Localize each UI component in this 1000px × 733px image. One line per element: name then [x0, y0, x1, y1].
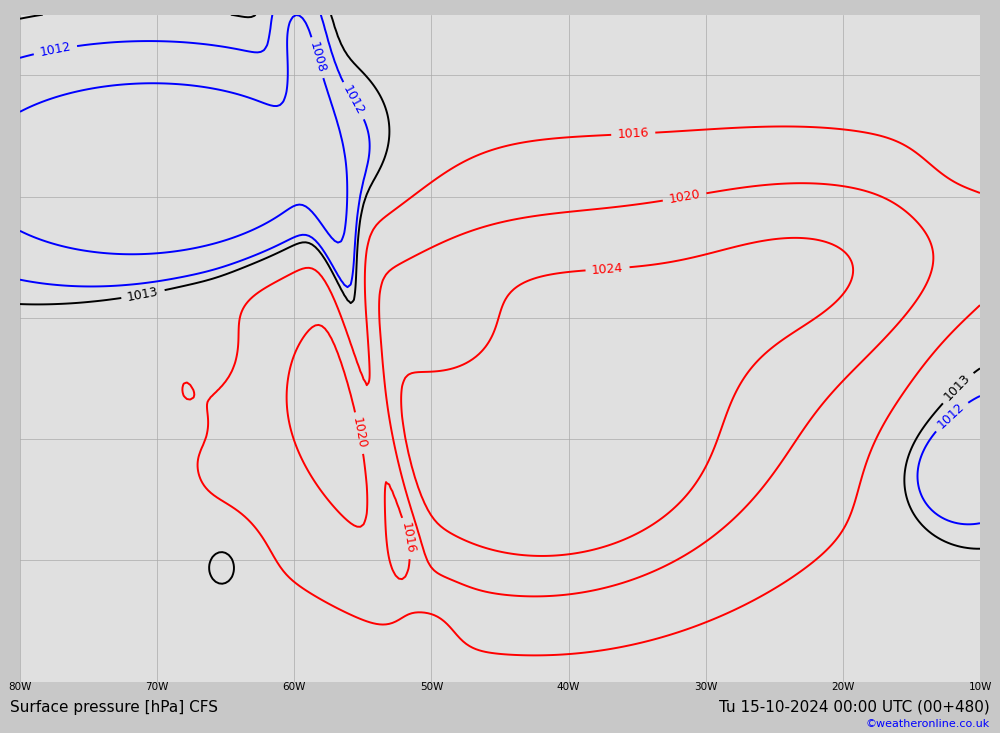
Text: Surface pressure [hPa] CFS: Surface pressure [hPa] CFS — [10, 700, 218, 715]
Text: 1013: 1013 — [126, 285, 160, 303]
Text: 1020: 1020 — [350, 416, 369, 450]
Text: 1020: 1020 — [668, 188, 701, 206]
Text: 1012: 1012 — [340, 84, 367, 118]
Text: ©weatheronline.co.uk: ©weatheronline.co.uk — [866, 719, 990, 729]
Text: 60W: 60W — [283, 682, 306, 692]
Text: 50W: 50W — [420, 682, 443, 692]
Text: 10W: 10W — [968, 682, 992, 692]
Text: 1012: 1012 — [39, 40, 72, 59]
Text: Tu 15-10-2024 00:00 UTC (00+480): Tu 15-10-2024 00:00 UTC (00+480) — [719, 700, 990, 715]
Text: 40W: 40W — [557, 682, 580, 692]
Text: 70W: 70W — [145, 682, 169, 692]
Text: 1008: 1008 — [307, 40, 328, 75]
Text: 1016: 1016 — [399, 522, 417, 555]
Text: 30W: 30W — [694, 682, 717, 692]
Text: 20W: 20W — [831, 682, 855, 692]
Text: 1012: 1012 — [935, 400, 967, 432]
Text: 1024: 1024 — [591, 261, 624, 276]
Text: 1013: 1013 — [942, 372, 973, 403]
Text: 1016: 1016 — [617, 127, 649, 141]
Text: 80W: 80W — [8, 682, 32, 692]
